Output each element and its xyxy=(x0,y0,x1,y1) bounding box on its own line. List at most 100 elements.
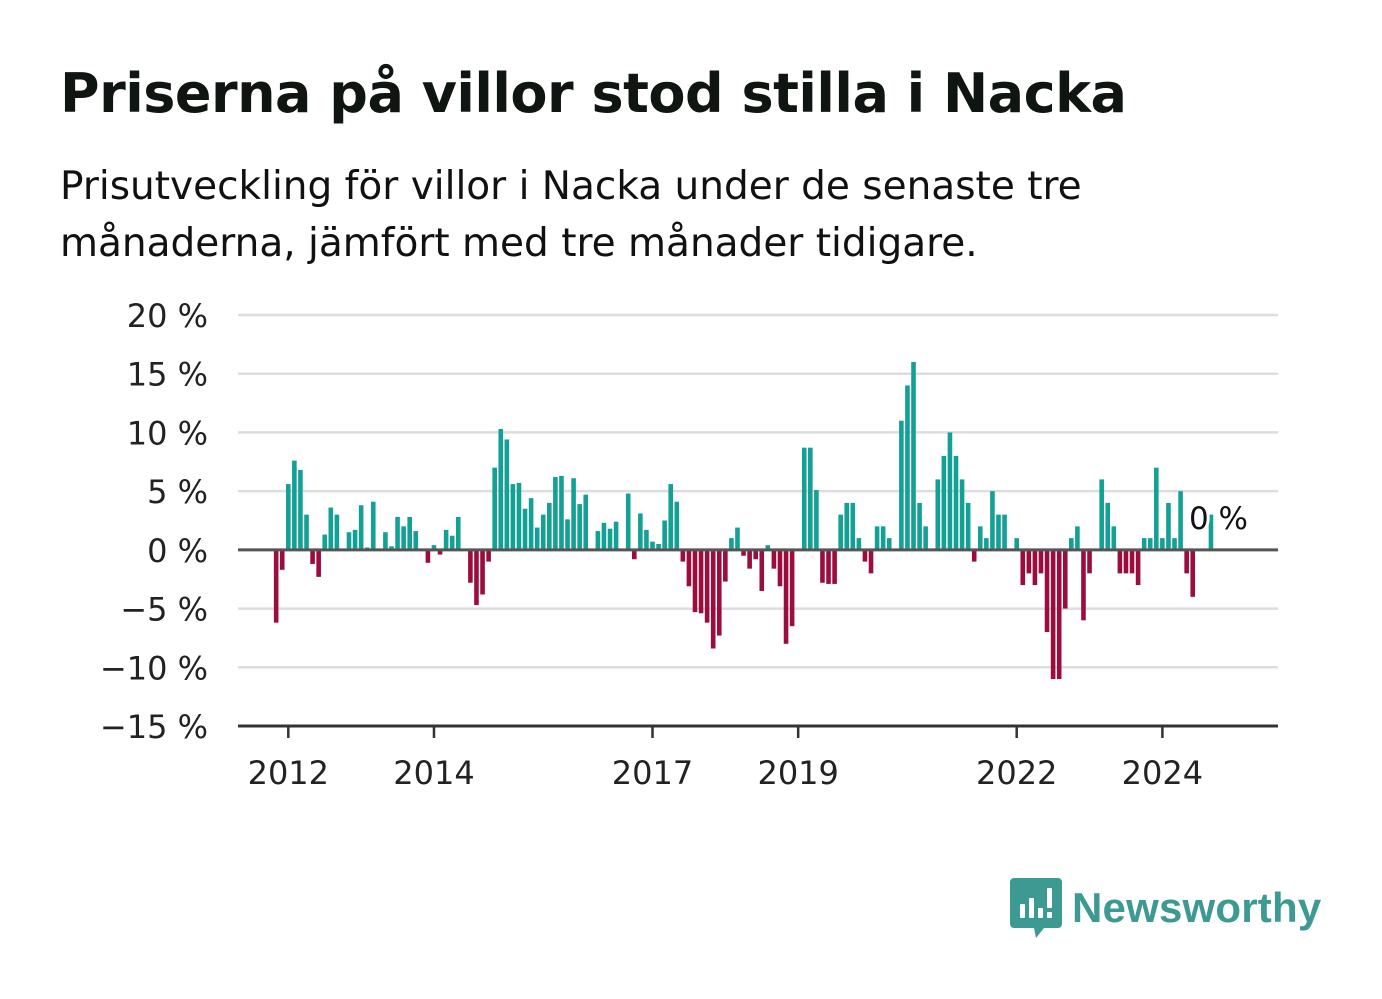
bar xyxy=(437,549,443,555)
bar xyxy=(565,519,570,550)
bar xyxy=(1123,549,1129,574)
bar xyxy=(1081,549,1086,621)
bar xyxy=(899,420,904,550)
bar xyxy=(1105,502,1111,550)
bar xyxy=(814,489,819,550)
bar xyxy=(504,439,510,550)
bar xyxy=(777,549,783,587)
bar xyxy=(729,538,734,550)
annotations: 0 % xyxy=(1186,498,1251,540)
bar xyxy=(801,447,807,550)
bar xyxy=(1141,538,1147,550)
bar xyxy=(286,484,291,550)
bar xyxy=(704,549,710,623)
bar xyxy=(522,508,528,550)
chart-title: Priserna på villor stod stilla i Nacka xyxy=(60,62,1127,125)
bar xyxy=(1208,514,1214,550)
bar xyxy=(650,541,655,550)
bar xyxy=(844,502,850,550)
bar xyxy=(1032,549,1038,586)
bar xyxy=(613,521,619,550)
y-tick-label: 20 % xyxy=(127,297,208,335)
bar xyxy=(868,549,874,574)
bar xyxy=(638,513,643,550)
bar xyxy=(735,527,740,550)
y-tick-label: 0 % xyxy=(147,532,208,570)
y-tick-label: −15 % xyxy=(100,708,208,746)
bar xyxy=(759,549,765,591)
bar xyxy=(832,549,837,584)
y-axis-tick-labels: 20 % 15 % 10 % 5 % 0 % −5 % −10 % −15 % xyxy=(100,297,208,746)
bar xyxy=(577,504,582,550)
bar xyxy=(917,502,922,550)
bar xyxy=(935,479,941,550)
bar xyxy=(1147,538,1153,550)
bar xyxy=(959,479,965,550)
bar xyxy=(583,494,589,550)
bar xyxy=(686,549,692,587)
bar xyxy=(1111,526,1117,550)
bar xyxy=(443,529,449,550)
bars xyxy=(273,361,1214,680)
y-tick-label: −5 % xyxy=(120,591,208,629)
bar xyxy=(977,526,983,550)
bar xyxy=(789,549,795,627)
bar xyxy=(886,538,892,550)
bar xyxy=(1184,549,1189,574)
bar xyxy=(741,549,746,556)
bar xyxy=(1099,479,1104,550)
bar xyxy=(449,535,455,550)
bar xyxy=(510,484,516,550)
last-value-label: 0 % xyxy=(1189,501,1248,537)
bar xyxy=(668,484,674,550)
bar xyxy=(716,549,722,636)
bar-chart-speech-bubble-icon xyxy=(1010,878,1062,938)
bar xyxy=(1056,549,1062,680)
bar xyxy=(516,482,522,550)
chart-subtitle: Prisutveckling för villor i Nacka under … xyxy=(60,164,1082,266)
bar xyxy=(990,491,995,550)
bar xyxy=(1129,549,1135,574)
x-tick-label: 2012 xyxy=(248,754,329,792)
bar xyxy=(680,549,686,562)
bar xyxy=(1050,549,1056,680)
bar xyxy=(322,534,328,550)
bar xyxy=(571,478,576,550)
bar xyxy=(838,514,843,550)
bar xyxy=(407,516,412,550)
bar xyxy=(553,477,558,550)
bar xyxy=(905,385,910,550)
bar xyxy=(656,543,661,550)
bar xyxy=(395,516,400,550)
bar xyxy=(644,529,649,550)
bar xyxy=(401,526,406,550)
bar xyxy=(273,549,279,623)
bar xyxy=(1069,538,1074,550)
bar xyxy=(304,514,309,550)
bar xyxy=(1087,549,1092,574)
bar xyxy=(425,549,431,563)
bar xyxy=(607,528,613,550)
bar xyxy=(480,549,485,595)
bar xyxy=(346,532,352,550)
bar xyxy=(862,549,868,562)
bar xyxy=(698,549,704,614)
bar xyxy=(328,507,334,550)
bar xyxy=(984,538,989,550)
bar xyxy=(947,432,953,550)
bar xyxy=(292,460,297,550)
bar xyxy=(601,522,607,550)
bar xyxy=(474,549,479,606)
bar xyxy=(334,514,340,550)
bar xyxy=(765,545,771,550)
bar xyxy=(559,475,564,550)
bar xyxy=(923,526,928,550)
bar xyxy=(953,455,959,550)
bar xyxy=(1002,514,1007,550)
bar xyxy=(662,520,667,550)
x-tick-label: 2017 xyxy=(612,754,693,792)
bar xyxy=(808,447,813,550)
bar xyxy=(498,428,504,550)
x-tick-label: 2014 xyxy=(393,754,474,792)
y-tick-label: −10 % xyxy=(100,649,208,687)
